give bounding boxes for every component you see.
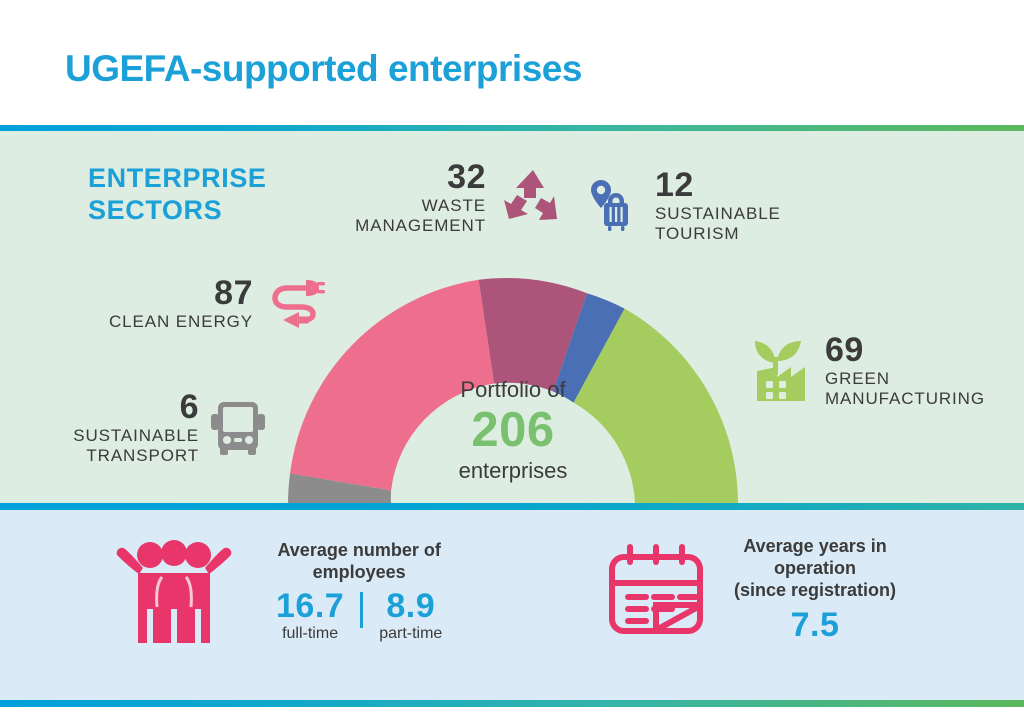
- sector-clean-energy-text: 87 CLEAN ENERGY: [100, 276, 253, 332]
- divider-middle: [0, 503, 1024, 510]
- enterprise-sectors-donut-chart: Portfolio of 206 enterprises: [282, 268, 744, 504]
- sector-green-manufacturing-label: GREEN MANUFACTURING: [825, 368, 985, 409]
- stat-average-employees-caption: Average number of employees: [277, 540, 441, 583]
- stat-average-employees-values: 16.7 full-time 8.9 part-time: [260, 588, 458, 643]
- sector-clean-energy-value: 87: [214, 274, 253, 313]
- stat-full-time-value: 16.7: [276, 587, 345, 626]
- donut-segment-clean-energy: [290, 279, 495, 491]
- sectors-heading: ENTERPRISE SECTORS: [88, 163, 267, 227]
- sector-sustainable-transport-label: SUSTAINABLE TRANSPORT: [73, 425, 199, 466]
- sector-sustainable-transport-value: 6: [179, 388, 199, 426]
- factory-plant-icon: [745, 333, 811, 410]
- sector-green-manufacturing-text: 69 GREEN MANUFACTURING: [825, 333, 985, 409]
- donut-segment-green-manufacturing: [573, 308, 738, 504]
- sector-sustainable-transport-text: 6 SUSTAINABLE TRANSPORT: [52, 388, 199, 466]
- stat-average-years-value: 7.5: [790, 605, 840, 644]
- stat-average-years-body: Average years in operation (since regist…: [734, 536, 896, 644]
- sector-sustainable-tourism: 12 SUSTAINABLE TOURISM: [587, 166, 781, 244]
- sector-sustainable-tourism-text: 12 SUSTAINABLE TOURISM: [655, 166, 781, 244]
- stat-average-years-caption: Average years in operation (since regist…: [734, 535, 897, 600]
- sector-green-manufacturing-value: 69: [825, 331, 864, 370]
- stat-average-employees: Average number of employees 16.7 full-ti…: [110, 533, 458, 651]
- stat-average-employees-body: Average number of employees 16.7 full-ti…: [260, 540, 458, 643]
- sectors-heading-line2: SECTORS: [88, 194, 223, 225]
- sector-sustainable-tourism-label: SUSTAINABLE TOURISM: [655, 203, 781, 244]
- sector-sustainable-tourism-value: 12: [655, 166, 694, 204]
- stat-values-divider: [360, 592, 364, 629]
- donut-segment-sustainable-tourism: [553, 293, 625, 403]
- divider-top: [0, 125, 1024, 131]
- map-pin-suitcase-icon: [587, 174, 643, 239]
- sector-clean-energy-label: CLEAN ENERGY: [108, 312, 253, 332]
- sectors-heading-line1: ENTERPRISE: [88, 163, 267, 193]
- stat-full-time: 16.7 full-time: [260, 588, 360, 643]
- sector-waste-management-text: 32 WASTE MANAGEMENT: [318, 158, 486, 236]
- divider-bottom: [0, 700, 1024, 707]
- sector-sustainable-transport: 6 SUSTAINABLE TRANSPORT: [52, 388, 267, 466]
- stat-part-time-label: part-time: [379, 625, 443, 643]
- sector-clean-energy: 87 CLEAN ENERGY: [100, 276, 325, 333]
- stat-part-time-value: 8.9: [386, 587, 436, 626]
- sector-waste-management: 32 WASTE MANAGEMENT: [318, 158, 568, 236]
- stat-full-time-label: full-time: [282, 625, 339, 643]
- sector-waste-management-label: WASTE MANAGEMENT: [355, 195, 486, 236]
- bus-icon: [209, 396, 267, 461]
- stat-part-time: 8.9 part-time: [363, 588, 458, 643]
- recycle-icon: [498, 167, 568, 230]
- donut-segment-waste-management: [478, 278, 588, 392]
- sector-waste-management-value: 32: [447, 158, 486, 196]
- three-people-icon: [110, 533, 238, 651]
- page-title: UGEFA-supported enterprises: [65, 48, 582, 89]
- sector-green-manufacturing: 69 GREEN MANUFACTURING: [745, 333, 985, 410]
- power-plug-icon: [263, 276, 325, 333]
- calendar-icon: [600, 535, 712, 644]
- header-bar: UGEFA-supported enterprises: [0, 0, 1024, 128]
- donut-segment-sustainable-transport: [287, 473, 392, 504]
- stat-average-years-in-operation: Average years in operation (since regist…: [600, 535, 896, 644]
